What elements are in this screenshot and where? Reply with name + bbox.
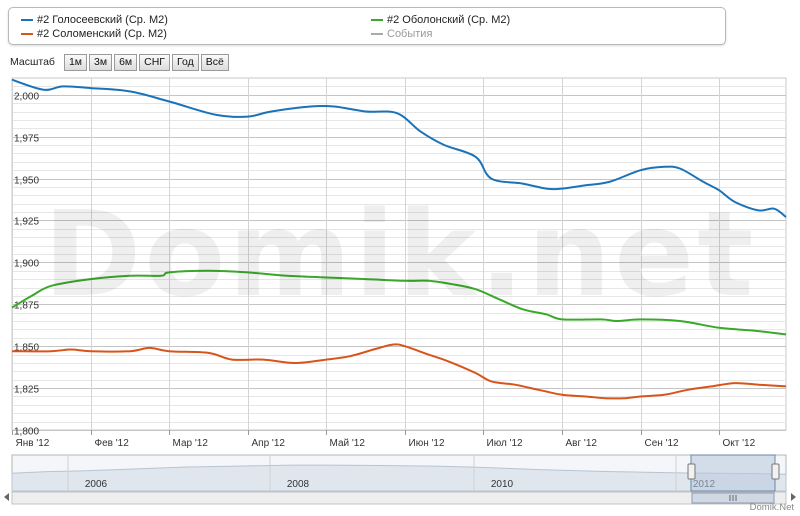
x-tick-label: Фев '12 [95, 438, 130, 449]
series-line-1 [11, 269, 787, 336]
y-tick-label: 1,800 [14, 427, 39, 438]
credit-label: Domik.Net [749, 502, 794, 513]
zoom-label: Масштаб [10, 56, 55, 68]
x-axis: Янв '12 Фев '12 Мар '12 Апр '12 Май '12 Июн '… [12, 430, 756, 449]
x-tick-label: Янв '12 [16, 438, 50, 449]
legend-swatch [21, 33, 33, 35]
zoom-6m-button[interactable]: 6м [114, 53, 138, 71]
chart-series [11, 78, 787, 400]
x-tick-label: Апр '12 [252, 438, 286, 449]
y-tick-label: 1,900 [14, 259, 39, 270]
y-tick-label: 2,000 [14, 92, 39, 103]
y-axis: 1,800 1,825 1,850 1,875 1,900 1,925 1,950 1,975… [14, 92, 39, 438]
navigator-handle[interactable] [771, 463, 780, 480]
x-tick-label: Сен '12 [645, 438, 680, 449]
y-tick-label: 1,925 [14, 217, 39, 228]
x-tick-label: Май '12 [330, 438, 366, 449]
scroll-left-arrow-icon[interactable] [4, 493, 9, 501]
legend-label: #2 Голосеевский (Ср. М2) [37, 14, 168, 26]
x-tick-label: Июн '12 [409, 438, 445, 449]
legend-label: #2 Соломенский (Ср. М2) [37, 28, 167, 40]
navigator-year-label: 2008 [287, 479, 310, 490]
legend-item-solomensky[interactable]: #2 Соломенский (Ср. М2) [21, 28, 167, 40]
legend-swatch [21, 19, 33, 21]
y-tick-label: 1,850 [14, 343, 39, 354]
navigator-selection [690, 454, 776, 492]
zoom-3m-button[interactable]: 3м [89, 53, 113, 71]
x-tick-label: Мар '12 [173, 438, 209, 449]
legend-label: События [387, 28, 433, 40]
legend-label: #2 Оболонский (Ср. М2) [387, 14, 511, 26]
x-tick-label: Июл '12 [487, 438, 524, 449]
x-tick-label: Окт '12 [723, 438, 756, 449]
chart-grid [11, 77, 787, 431]
navigator-handle[interactable] [687, 463, 696, 480]
y-tick-label: 1,975 [14, 134, 39, 145]
zoom-all-button[interactable]: Всё [200, 53, 229, 71]
navigator: 2006200820102012 [4, 454, 796, 505]
chart-legend: #2 Голосеевский (Ср. М2) #2 Оболонский (… [8, 7, 726, 45]
legend-item-goloseevsky[interactable]: #2 Голосеевский (Ср. М2) [21, 14, 168, 26]
y-tick-label: 1,875 [14, 301, 39, 312]
zoom-1y-button[interactable]: Год [171, 53, 199, 71]
zoom-ytd-button[interactable]: СНГ [139, 53, 170, 71]
series-line-2 [11, 343, 787, 400]
legend-item-obolonsky[interactable]: #2 Оболонский (Ср. М2) [371, 14, 510, 26]
x-tick-label: Авг '12 [566, 438, 598, 449]
scrollbar-track[interactable] [11, 491, 787, 505]
scroll-right-arrow-icon[interactable] [791, 493, 796, 501]
navigator-year-label: 2010 [491, 479, 514, 490]
zoom-controls: Масштаб 1м 3м 6м СНГ Год Всё [10, 53, 231, 71]
navigator-year-label: 2006 [85, 479, 108, 490]
legend-swatch [371, 33, 383, 35]
zoom-1m-button[interactable]: 1м [63, 53, 87, 71]
series-line-0 [11, 78, 787, 218]
legend-item-events[interactable]: События [371, 28, 432, 40]
y-tick-label: 1,950 [14, 176, 39, 187]
legend-swatch [371, 19, 383, 21]
y-tick-label: 1,825 [14, 385, 39, 396]
